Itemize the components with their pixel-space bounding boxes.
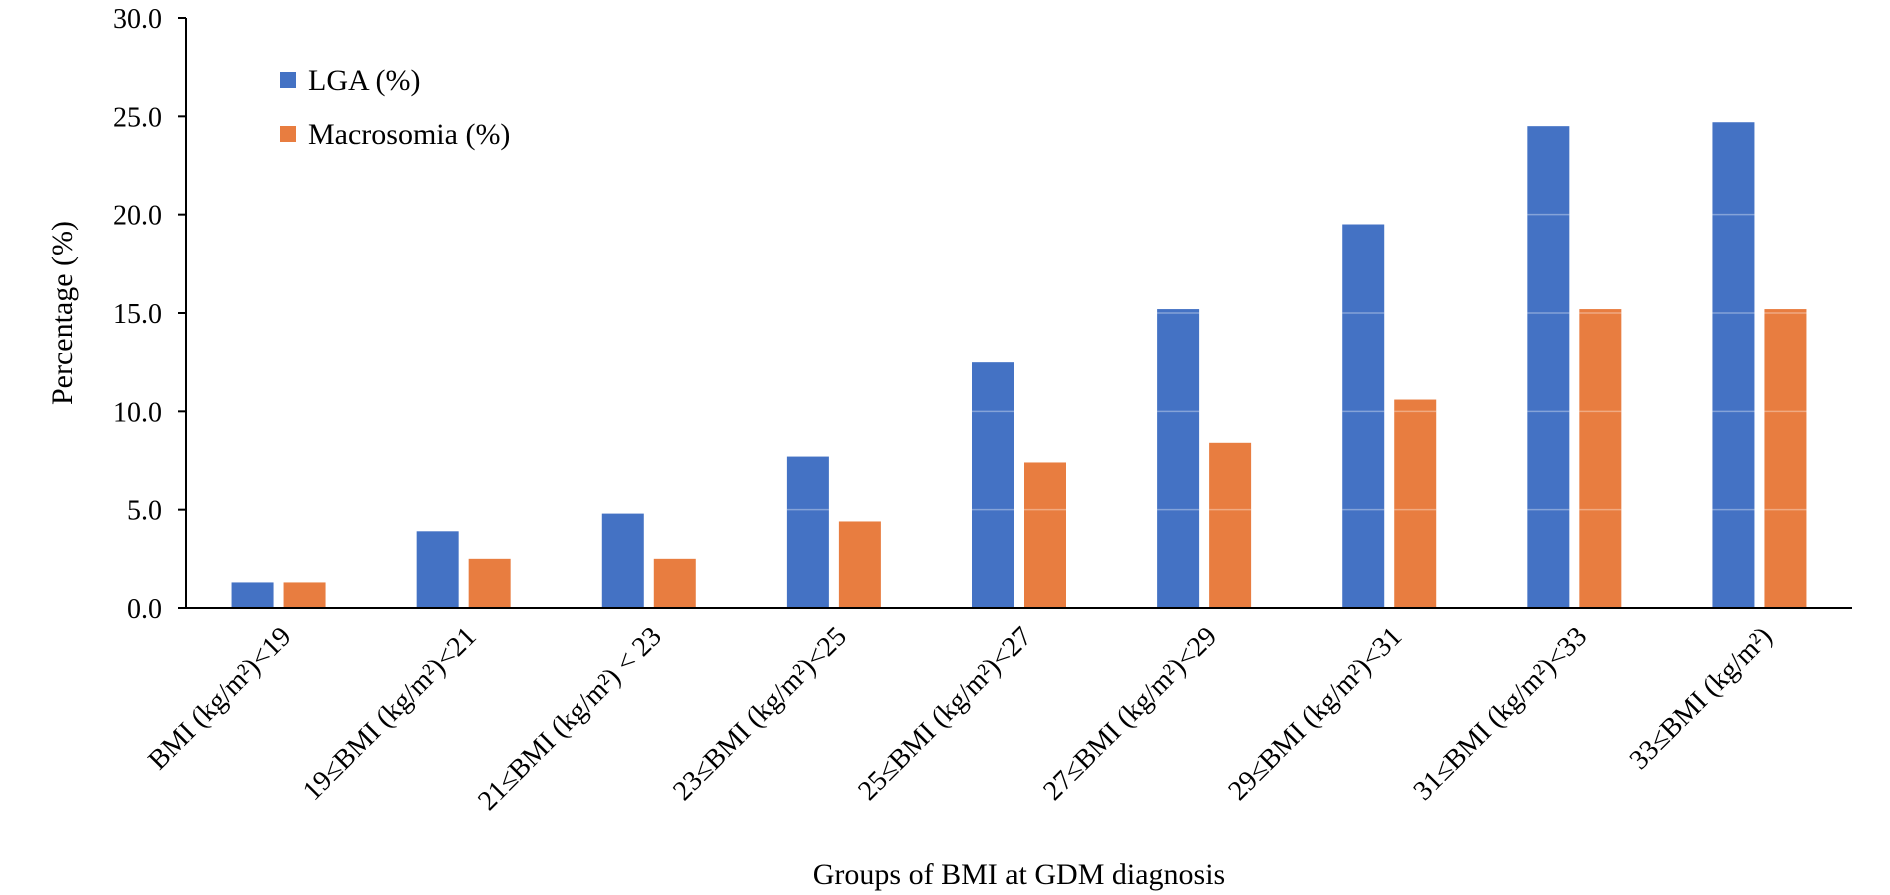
bar-macrosomia xyxy=(1024,462,1066,608)
y-tick-label: 5.0 xyxy=(127,496,162,527)
y-tick-label: 10.0 xyxy=(113,397,162,428)
bar-lga xyxy=(786,456,829,608)
bar-lga xyxy=(1342,224,1385,608)
bar-lga xyxy=(972,362,1014,608)
legend-swatch xyxy=(280,72,296,88)
x-tick-label: 23≤BMI (kg/m²)<25 xyxy=(667,621,853,807)
x-tick-label: 19≤BMI (kg/m²)<21 xyxy=(297,621,483,807)
bar-macrosomia xyxy=(1764,309,1807,608)
bar-macrosomia xyxy=(1579,309,1622,608)
y-axis-title: Percentage (%) xyxy=(46,221,79,405)
bar-lga xyxy=(601,513,644,608)
y-tick-label: 25.0 xyxy=(113,102,162,133)
x-tick-label: 33≤BMI (kg/m²) xyxy=(1624,621,1779,776)
y-tick-label: 20.0 xyxy=(113,201,162,232)
bar-lga xyxy=(1157,309,1200,608)
legend-label: Macrosomia (%) xyxy=(308,118,510,151)
y-tick-label: 0.0 xyxy=(127,594,162,625)
bars-group xyxy=(231,122,1807,609)
x-tick-label: 21≤BMI (kg/m²) < 23 xyxy=(472,621,668,817)
y-tick-label: 15.0 xyxy=(113,299,162,330)
x-tick-label: 31≤BMI (kg/m²)<33 xyxy=(1408,621,1594,807)
x-tick-label: 27≤BMI (kg/m²)<29 xyxy=(1037,621,1223,807)
bar-lga xyxy=(231,582,274,608)
bar-lga xyxy=(416,531,459,608)
bar-macrosomia xyxy=(653,558,696,608)
bar-macrosomia xyxy=(468,558,511,608)
y-ticks-group: 0.0 5.0 10.0 15.0 20.0 25.0 30.0 xyxy=(113,4,186,625)
bar-macrosomia xyxy=(1394,399,1437,608)
bar-macrosomia xyxy=(1209,442,1252,608)
legend: LGA (%) Macrosomia (%) xyxy=(280,64,510,151)
bar-lga xyxy=(1712,122,1755,608)
legend-swatch xyxy=(280,126,296,142)
y-tick-label: 30.0 xyxy=(113,4,162,35)
x-tick-label: BMI (kg/m²)<19 xyxy=(142,621,297,776)
bar-macrosomia xyxy=(838,521,881,608)
x-axis-title: Groups of BMI at GDM diagnosis xyxy=(813,858,1226,891)
bar-macrosomia xyxy=(283,582,326,608)
legend-label: LGA (%) xyxy=(308,64,420,97)
bar-lga xyxy=(1527,126,1570,609)
x-tick-label: 29≤BMI (kg/m²)<31 xyxy=(1222,621,1408,807)
x-tick-label: 25≤BMI (kg/m²)<27 xyxy=(852,621,1038,807)
